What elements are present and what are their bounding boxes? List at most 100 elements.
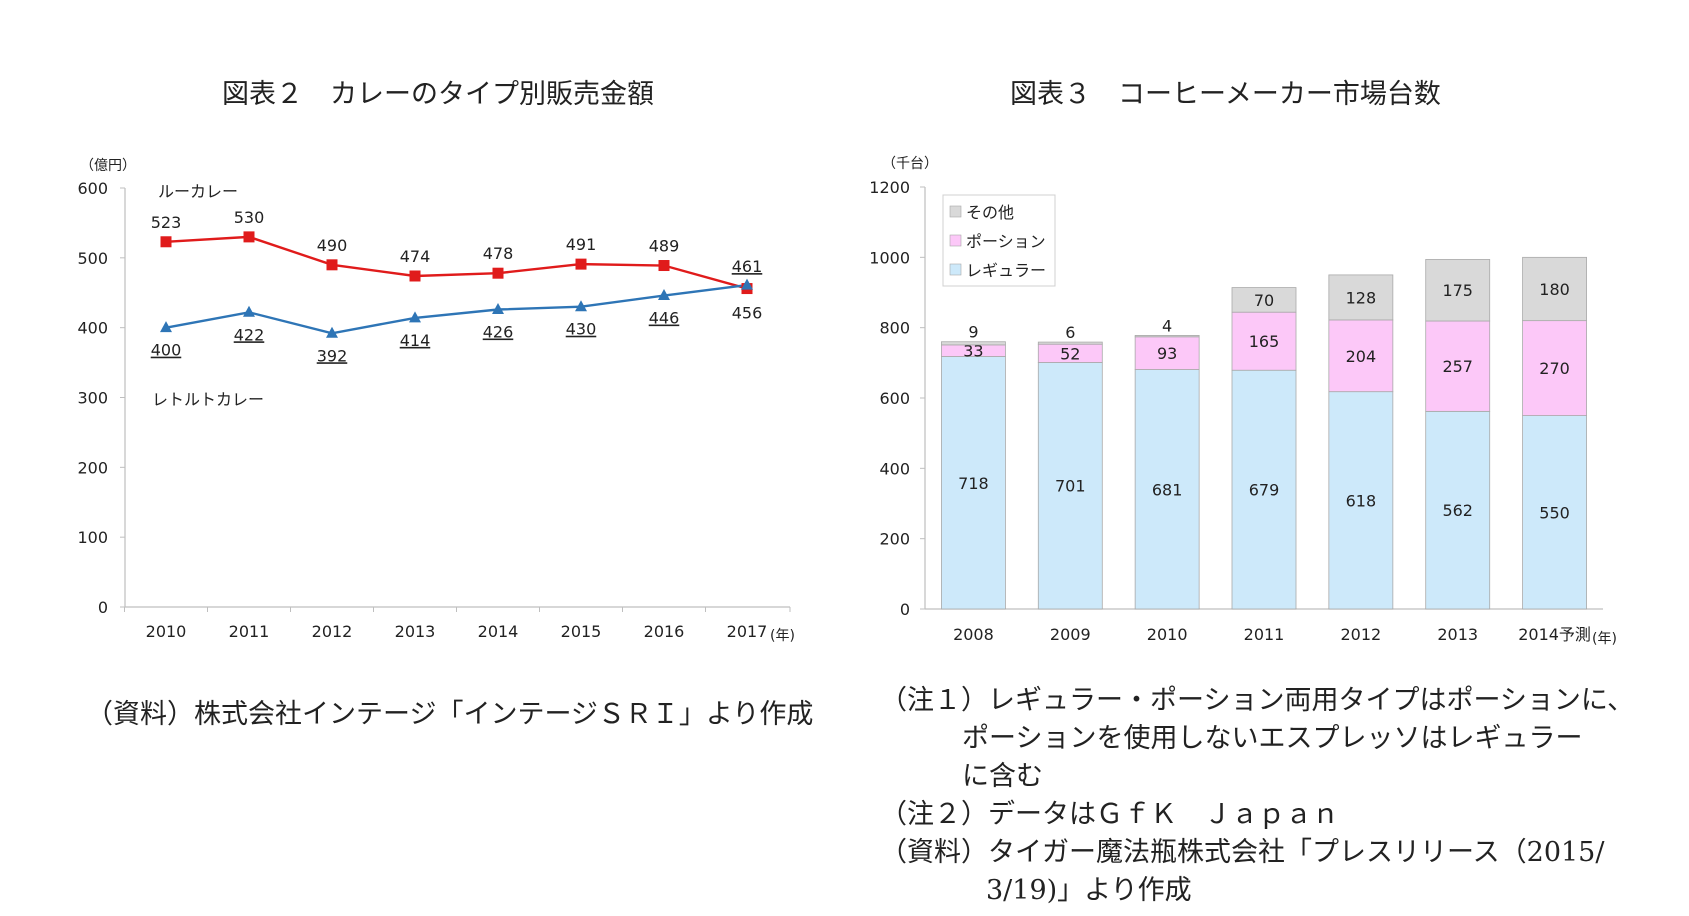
bar-value-label: 562 xyxy=(1442,501,1473,520)
roux-point xyxy=(492,267,504,279)
y-tick-label: 200 xyxy=(879,530,910,549)
bar-segment-regular xyxy=(1231,369,1297,610)
x-tick-label: 2013 xyxy=(395,622,436,641)
line-chart-source-note: （資料）株式会社インテージ「インテージＳＲＩ」より作成 xyxy=(86,699,814,730)
retort-data-label: 422 xyxy=(234,325,265,344)
roux-series-label: ルーカレー xyxy=(158,182,238,201)
bar-segment-other xyxy=(1134,335,1200,338)
source-line-2: 3/19)」より作成 xyxy=(986,875,1192,906)
bar-segment-portion xyxy=(1425,320,1491,412)
retort-point xyxy=(160,321,172,333)
legend-swatch xyxy=(949,234,962,247)
roux-point xyxy=(326,259,338,271)
bar-segment-other xyxy=(1522,256,1587,322)
bar-segment-other xyxy=(1231,287,1297,313)
retort-point xyxy=(492,303,504,315)
roux-data-label: 530 xyxy=(234,208,265,227)
source-line-1: （資料）タイガー魔法瓶株式会社「プレスリリース（2015/ xyxy=(880,837,1605,868)
x-axis-unit: (年) xyxy=(1592,631,1617,647)
roux-point xyxy=(658,260,670,272)
bar-segment-portion xyxy=(1522,320,1587,416)
bar-value-label: 270 xyxy=(1539,359,1570,378)
y-tick-label: 1000 xyxy=(869,248,910,267)
y-tick-label: 600 xyxy=(879,389,910,408)
retort-data-label: 400 xyxy=(151,341,182,360)
x-tick-label: 2010 xyxy=(1147,625,1188,644)
roux-point xyxy=(409,270,421,282)
x-tick-label: 2014 xyxy=(478,622,519,641)
bar-segment-portion xyxy=(1134,336,1200,370)
roux-point xyxy=(575,258,587,270)
retort-data-label: 426 xyxy=(483,323,514,342)
legend-label: レギュラー xyxy=(966,261,1046,280)
retort-data-label: 461 xyxy=(732,257,763,276)
x-tick-label: 2011 xyxy=(229,622,270,641)
y-tick-label: 300 xyxy=(77,389,108,408)
roux-data-label: 490 xyxy=(317,236,348,255)
roux-point xyxy=(243,231,255,243)
bar-value-label: 6 xyxy=(1065,323,1075,342)
retort-data-label: 414 xyxy=(400,331,431,350)
y-tick-label: 0 xyxy=(98,598,108,617)
retort-point xyxy=(575,300,587,312)
legend-swatch xyxy=(949,205,962,218)
note-1-line-2: ポーションを使用しないエスプレッソはレギュラー xyxy=(962,723,1583,754)
bar-value-label: 33 xyxy=(963,342,983,361)
x-tick-label: 2012 xyxy=(1340,625,1381,644)
legend-box xyxy=(942,194,1056,287)
retort-point xyxy=(409,311,421,323)
bar-value-label: 550 xyxy=(1539,503,1570,522)
bar-segment-other xyxy=(1037,341,1103,345)
bar-value-label: 175 xyxy=(1442,281,1473,300)
bar-value-label: 681 xyxy=(1152,480,1183,499)
bar-value-label: 93 xyxy=(1157,344,1177,363)
legend-label: ポーション xyxy=(966,232,1046,251)
series-line-retort xyxy=(165,283,748,335)
y-axis-unit: （千台） xyxy=(882,156,938,172)
retort-point xyxy=(658,289,670,301)
roux-data-label: 478 xyxy=(483,244,514,263)
x-tick-label: 2017 xyxy=(727,622,768,641)
bar-segment-other xyxy=(941,341,1006,346)
x-tick-label: 2013 xyxy=(1437,625,1478,644)
y-tick-label: 600 xyxy=(77,179,108,198)
coffee-maker-bar-chart: 0 200 400 600 800 1000 1200 （千台） 2008 718 339 2009 7… xyxy=(869,156,1617,647)
bar-value-label: 9 xyxy=(968,323,978,342)
note-1-line-3: に含む xyxy=(962,761,1043,792)
bar-segment-portion xyxy=(1231,311,1297,371)
bar-segment-regular xyxy=(1134,369,1200,610)
y-tick-label: 100 xyxy=(77,528,108,547)
roux-data-label: 523 xyxy=(151,213,182,232)
y-axis-unit: （億円） xyxy=(80,158,136,174)
x-tick-label: 2009 xyxy=(1050,625,1091,644)
retort-point xyxy=(741,278,753,290)
bar-chart-title: 図表３ コーヒーメーカー市場台数 xyxy=(1010,79,1441,110)
bar-segment-regular xyxy=(1425,410,1491,610)
y-tick-label: 0 xyxy=(900,600,910,619)
bar-value-label: 618 xyxy=(1346,491,1377,510)
y-tick-label: 500 xyxy=(77,249,108,268)
x-tick-label: 2012 xyxy=(312,622,353,641)
y-tick-label: 800 xyxy=(879,319,910,338)
bar-value-label: 701 xyxy=(1055,477,1086,496)
retort-data-label: 446 xyxy=(649,309,680,328)
y-tick-label: 200 xyxy=(77,458,108,477)
bar-value-label: 165 xyxy=(1249,332,1280,351)
bar-segment-regular xyxy=(1328,391,1394,610)
bar-value-label: 180 xyxy=(1539,280,1570,299)
retort-data-label: 392 xyxy=(317,346,348,365)
roux-data-label: 491 xyxy=(566,235,597,254)
bar-value-label: 257 xyxy=(1442,357,1473,376)
line-chart-title: 図表２ カレーのタイプ別販売金額 xyxy=(222,79,654,110)
retort-point xyxy=(243,305,255,317)
legend-swatch xyxy=(949,263,962,276)
retort-data-label: 430 xyxy=(566,320,597,339)
bar-value-label: 204 xyxy=(1346,347,1377,366)
roux-point xyxy=(160,236,172,248)
bar-segment-regular xyxy=(941,356,1006,610)
bar-value-label: 128 xyxy=(1346,288,1377,307)
x-tick-label: 2008 xyxy=(953,625,994,644)
bar-segment-other xyxy=(1328,274,1394,321)
bar-segment-portion xyxy=(1328,319,1394,393)
